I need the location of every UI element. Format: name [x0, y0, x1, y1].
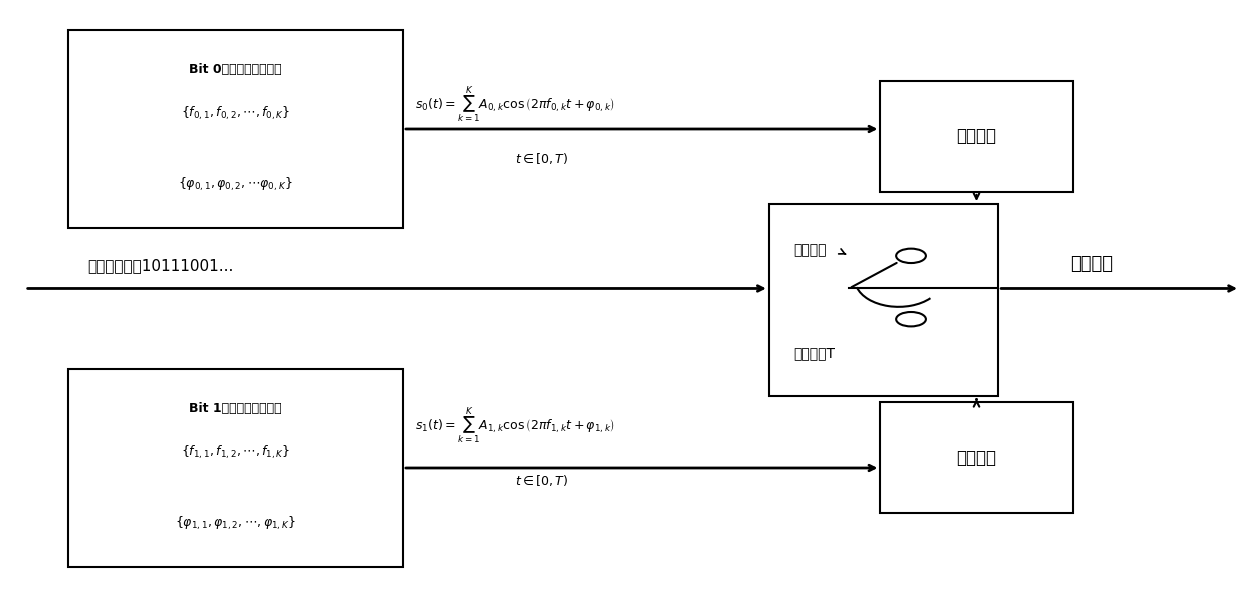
Circle shape: [897, 312, 926, 326]
FancyBboxPatch shape: [68, 369, 403, 567]
Text: $\{f_{1,1},f_{1,2},\cdots,f_{1,K}\}$: $\{f_{1,1},f_{1,2},\cdots,f_{1,K}\}$: [181, 443, 290, 461]
FancyBboxPatch shape: [68, 30, 403, 228]
Circle shape: [897, 248, 926, 263]
Text: 基带发射: 基带发射: [1070, 256, 1112, 274]
Text: $s_1(t)=\sum_{k=1}^{K}A_{1,k}\cos\left(2\pi f_{1,k}t+\varphi_{1,k}\right)$: $s_1(t)=\sum_{k=1}^{K}A_{1,k}\cos\left(2…: [415, 406, 615, 446]
Text: $t\in[0,T)$: $t\in[0,T)$: [515, 151, 568, 166]
Text: $s_0(t)=\sum_{k=1}^{K}A_{0,k}\cos\left(2\pi f_{0,k}t+\varphi_{0,k}\right)$: $s_0(t)=\sum_{k=1}^{K}A_{0,k}\cos\left(2…: [415, 85, 615, 125]
Text: 选择开关: 选择开关: [794, 243, 827, 257]
Text: 时域采样: 时域采样: [956, 449, 997, 467]
Text: $\{f_{0,1},f_{0,2},\cdots,f_{0,K}\}$: $\{f_{0,1},f_{0,2},\cdots,f_{0,K}\}$: [181, 104, 290, 122]
Text: Bit 0：频点及相位组合: Bit 0：频点及相位组合: [190, 63, 281, 76]
FancyBboxPatch shape: [880, 81, 1073, 192]
Text: Bit 1：频点及相位组合: Bit 1：频点及相位组合: [190, 402, 281, 415]
FancyBboxPatch shape: [880, 402, 1073, 513]
Text: $\{\varphi_{1,1},\varphi_{1,2},\cdots,\varphi_{1,K}\}$: $\{\varphi_{1,1},\varphi_{1,2},\cdots,\v…: [175, 515, 296, 532]
Text: $t\in[0,T)$: $t\in[0,T)$: [515, 473, 568, 487]
Text: 切换周期T: 切换周期T: [794, 346, 836, 360]
Text: 时域采样: 时域采样: [956, 127, 997, 145]
FancyBboxPatch shape: [769, 204, 998, 396]
Text: $\{\varphi_{0,1},\varphi_{0,2},\cdots\varphi_{0,K}\}$: $\{\varphi_{0,1},\varphi_{0,2},\cdots\va…: [179, 176, 293, 193]
Text: 传输比特数据10111001...: 传输比特数据10111001...: [87, 259, 233, 274]
